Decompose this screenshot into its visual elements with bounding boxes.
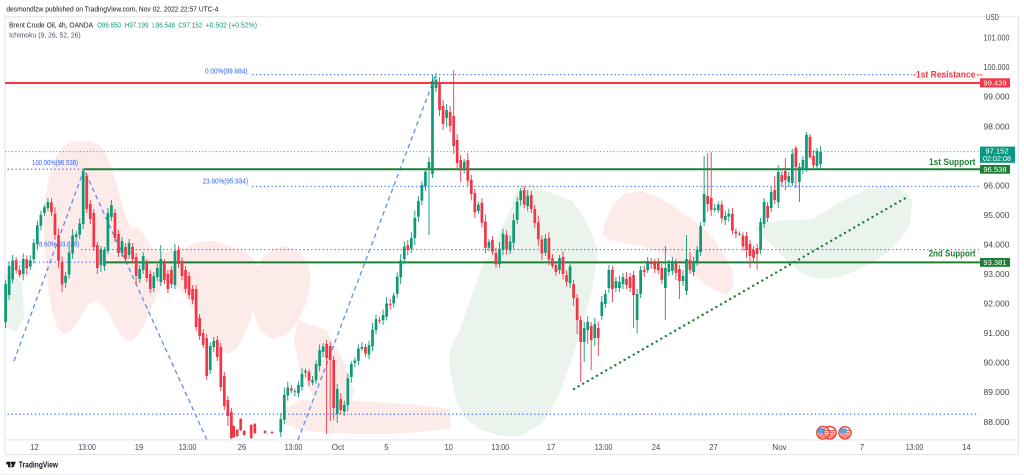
svg-text:14: 14 xyxy=(962,443,971,452)
svg-text:+0.502 (+0.52%): +0.502 (+0.52%) xyxy=(206,20,257,29)
svg-text:95.000: 95.000 xyxy=(984,211,1011,220)
svg-text:desmondlzw published on Tradin: desmondlzw published on TradingView.com,… xyxy=(6,4,218,13)
svg-text:26: 26 xyxy=(238,443,247,452)
svg-text:O96.650: O96.650 xyxy=(97,20,121,29)
svg-text:101.000: 101.000 xyxy=(984,34,1011,43)
svg-text:Oct: Oct xyxy=(332,443,345,452)
svg-text:90.000: 90.000 xyxy=(984,359,1011,368)
svg-text:Brent Crude Oil, 4h, OANDA: Brent Crude Oil, 4h, OANDA xyxy=(9,20,93,29)
svg-text:02:02:08: 02:02:08 xyxy=(983,154,1011,163)
svg-text:10: 10 xyxy=(444,443,453,452)
svg-text:USD: USD xyxy=(986,13,999,22)
svg-text:27: 27 xyxy=(709,443,718,452)
svg-text:23.60%(95.934): 23.60%(95.934) xyxy=(203,177,249,186)
svg-text:H97.199: H97.199 xyxy=(125,20,149,29)
svg-text:96.538: 96.538 xyxy=(983,165,1006,174)
svg-text:99.439: 99.439 xyxy=(983,79,1006,88)
svg-text:93.381: 93.381 xyxy=(983,258,1006,267)
svg-text:100.000: 100.000 xyxy=(984,63,1011,72)
svg-text:13:00: 13:00 xyxy=(179,443,197,452)
svg-text:1st Support: 1st Support xyxy=(929,157,975,167)
svg-text:2nd Support: 2nd Support xyxy=(929,248,976,258)
svg-text:99.000: 99.000 xyxy=(984,93,1011,102)
svg-text:12: 12 xyxy=(30,443,39,452)
svg-text:13:00: 13:00 xyxy=(285,443,303,452)
svg-text:Ichimoku (9, 26, 52, 26): Ichimoku (9, 26, 52, 26) xyxy=(9,31,81,40)
svg-text:--: -- xyxy=(977,69,983,79)
svg-text:98.000: 98.000 xyxy=(984,122,1011,131)
svg-text:19: 19 xyxy=(135,443,144,452)
svg-text:TradingView: TradingView xyxy=(19,459,58,469)
svg-text:0.00%(99.684): 0.00%(99.684) xyxy=(205,67,248,76)
svg-text:89.000: 89.000 xyxy=(984,388,1011,397)
svg-text:1st Resistance: 1st Resistance xyxy=(916,70,975,80)
svg-text:C97.152: C97.152 xyxy=(178,20,202,29)
svg-text:100.00%(96.538): 100.00%(96.538) xyxy=(32,158,78,167)
svg-text:13:00: 13:00 xyxy=(906,443,924,452)
svg-text:17: 17 xyxy=(547,443,556,452)
svg-text:13:00: 13:00 xyxy=(78,443,96,452)
svg-text:24: 24 xyxy=(652,443,661,452)
svg-text:93.000: 93.000 xyxy=(984,270,1011,279)
svg-text:94.000: 94.000 xyxy=(984,240,1011,249)
svg-text:-: - xyxy=(913,69,916,79)
svg-text:92.000: 92.000 xyxy=(984,300,1011,309)
svg-text:Nov: Nov xyxy=(772,443,787,452)
svg-text:88.000: 88.000 xyxy=(984,418,1011,427)
svg-text:97.152: 97.152 xyxy=(985,146,1008,155)
svg-text:91.000: 91.000 xyxy=(984,329,1011,338)
svg-text:5: 5 xyxy=(384,443,389,452)
svg-text:13:00: 13:00 xyxy=(595,443,613,452)
svg-text:7: 7 xyxy=(860,443,865,452)
svg-text:96.000: 96.000 xyxy=(984,181,1011,190)
svg-text:13:00: 13:00 xyxy=(492,443,510,452)
svg-text:L96.548: L96.548 xyxy=(152,20,175,29)
